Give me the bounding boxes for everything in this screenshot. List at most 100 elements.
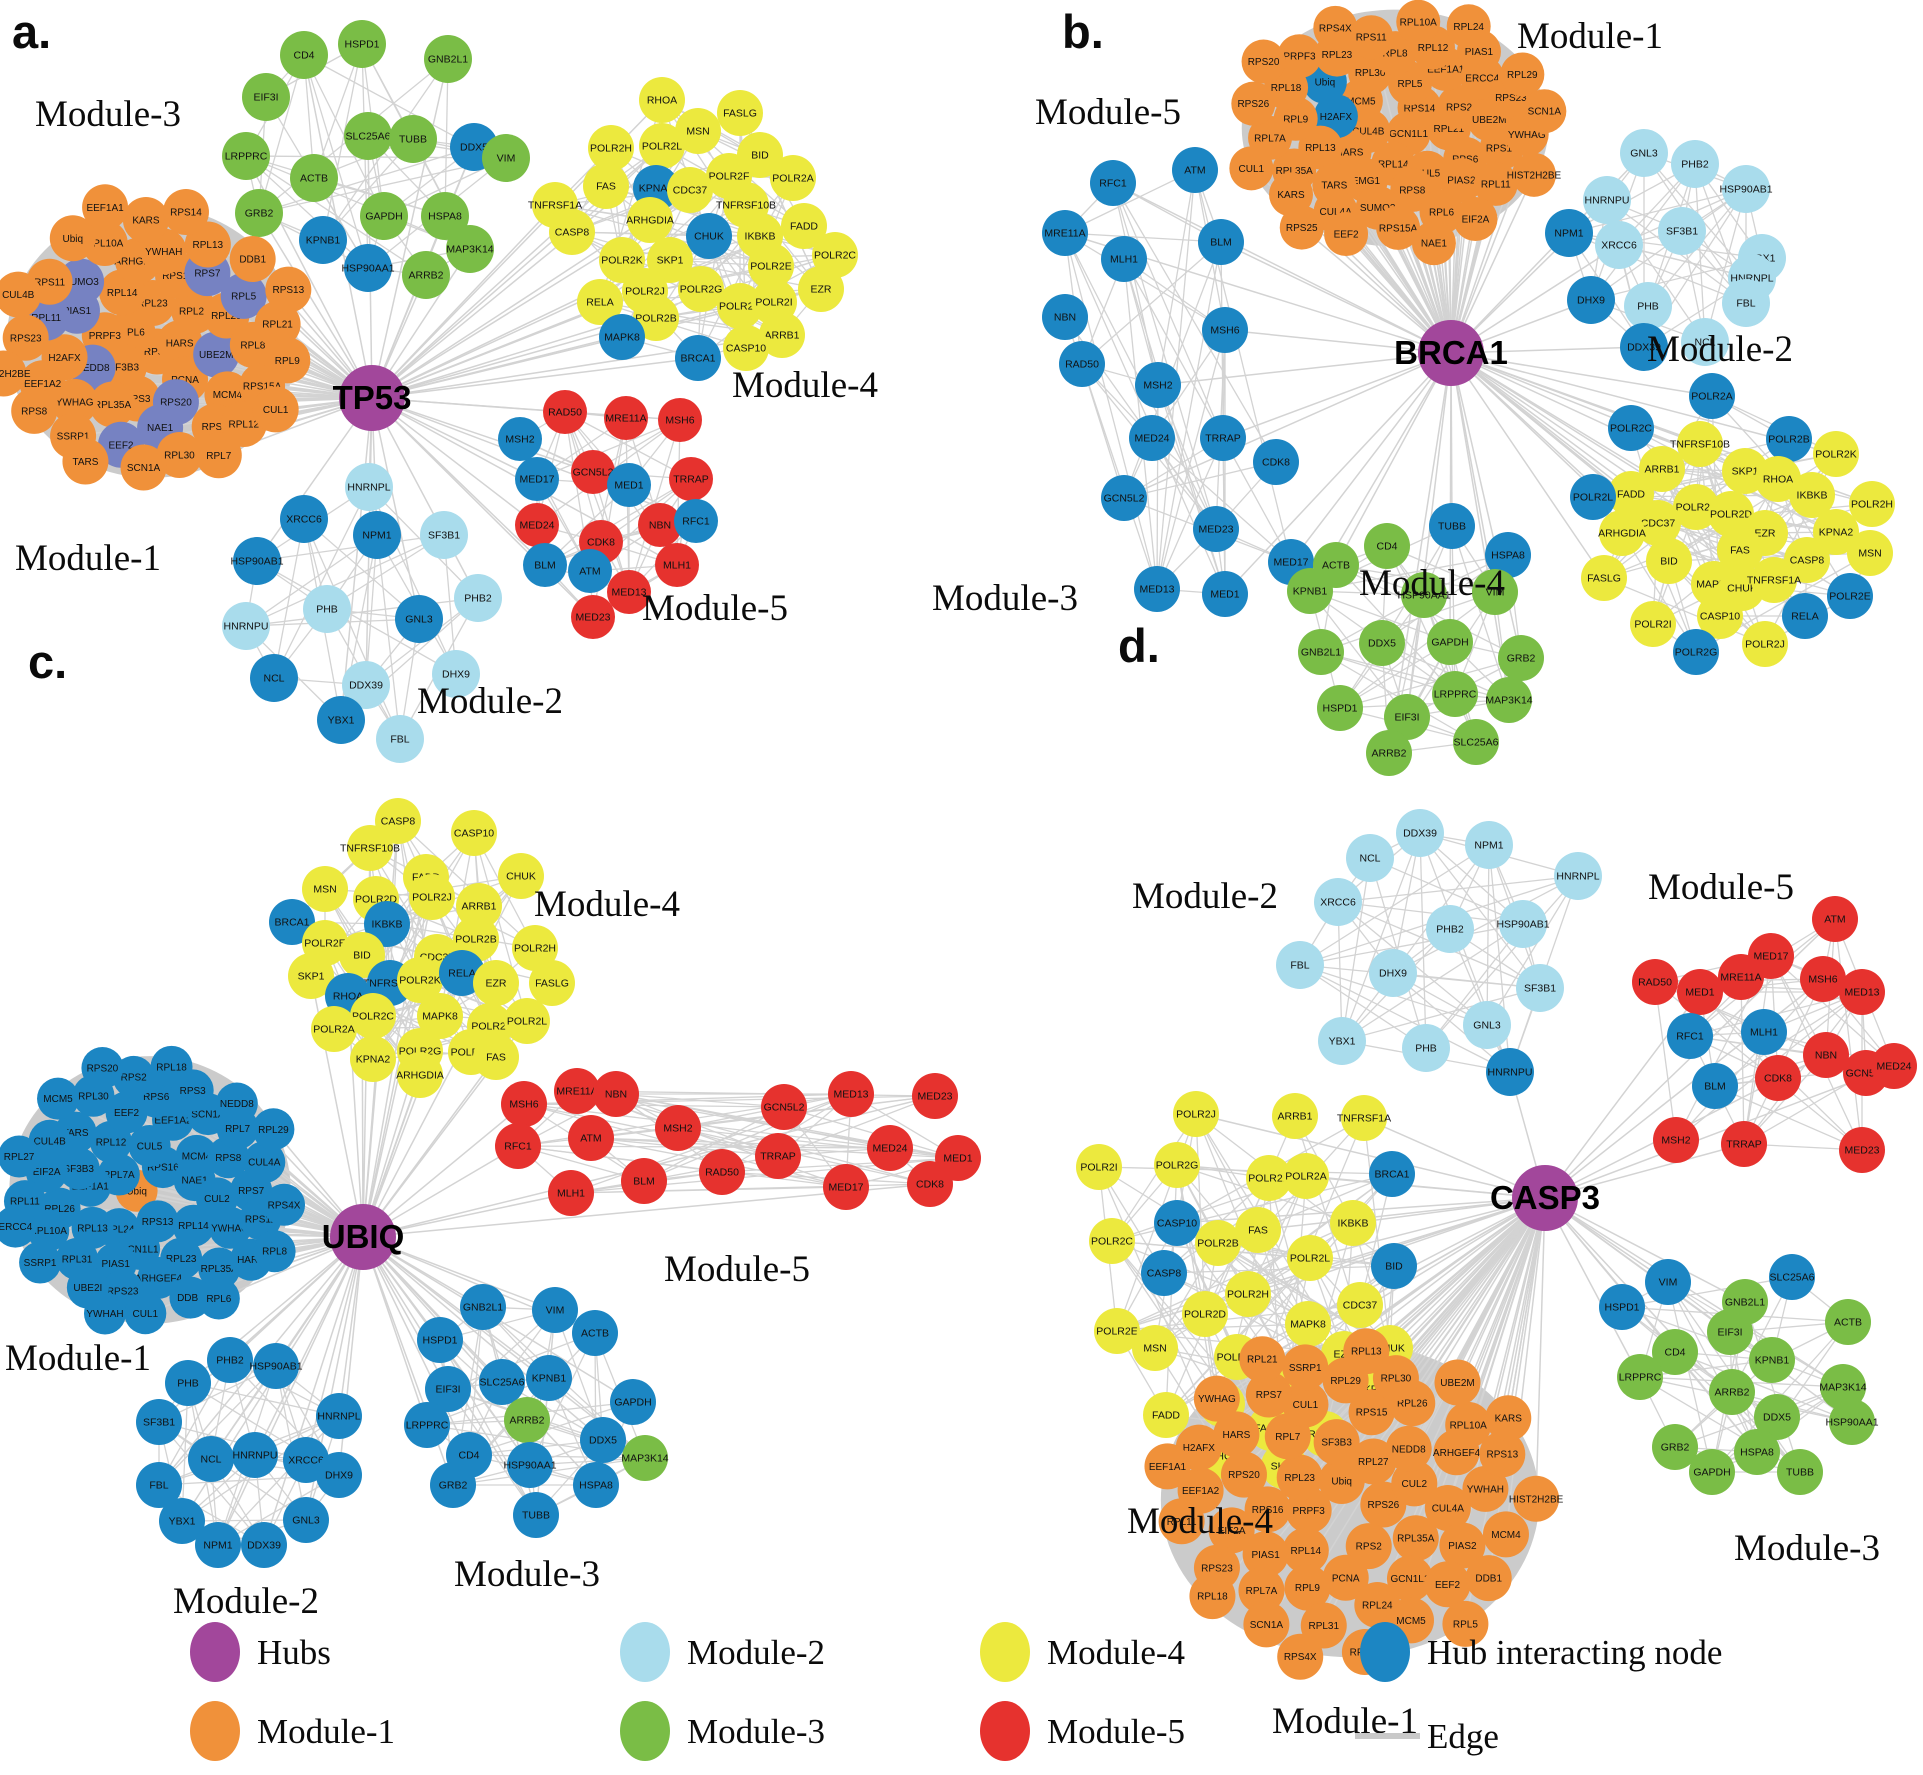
- node-GNL3[interactable]: GNL3: [283, 1497, 329, 1543]
- node-NPM1[interactable]: NPM1: [195, 1522, 241, 1568]
- node-GRB2[interactable]: GRB2: [430, 1462, 476, 1508]
- node-GAPDH[interactable]: GAPDH: [360, 192, 408, 240]
- node-NEDD8[interactable]: NEDD8: [1385, 1425, 1432, 1472]
- node-FASLG[interactable]: FASLG: [717, 90, 763, 136]
- node-SCN1A[interactable]: SCN1A: [120, 444, 167, 491]
- node-POLR2D[interactable]: POLR2D: [1182, 1291, 1228, 1337]
- node-DHX9[interactable]: DHX9: [1369, 949, 1417, 997]
- node-RPL18[interactable]: RPL18: [1189, 1573, 1236, 1620]
- node-MSH6[interactable]: MSH6: [1202, 307, 1248, 353]
- node-RELA[interactable]: RELA: [1782, 593, 1828, 639]
- node-RPL10A[interactable]: RPL10A: [1396, 0, 1441, 44]
- node-VIM[interactable]: VIM: [532, 1287, 578, 1333]
- node-NCL[interactable]: NCL: [1346, 834, 1394, 882]
- node-HSPD1[interactable]: HSPD1: [1317, 685, 1363, 731]
- node-EEF1A1[interactable]: EEF1A1: [82, 184, 129, 231]
- node-RPL8[interactable]: RPL8: [253, 1230, 296, 1273]
- node-SSRP1[interactable]: SSRP1: [1282, 1344, 1329, 1391]
- node-NCL[interactable]: NCL: [188, 1436, 234, 1482]
- node-RFC1[interactable]: RFC1: [1667, 1013, 1713, 1059]
- node-MSH6[interactable]: MSH6: [658, 398, 702, 442]
- node-MRE11A[interactable]: MRE11A: [1042, 210, 1088, 256]
- node-DDX39[interactable]: DDX39: [241, 1522, 287, 1568]
- node-BRCA1[interactable]: BRCA1: [675, 335, 721, 381]
- node-GAPDH[interactable]: GAPDH: [1689, 1449, 1735, 1495]
- node-SCN1A[interactable]: SCN1A: [1522, 89, 1567, 134]
- node-POLR2L[interactable]: POLR2L: [639, 123, 685, 169]
- node-RPL24[interactable]: RPL24: [1446, 4, 1491, 49]
- node-PHB[interactable]: PHB: [303, 585, 351, 633]
- node-PHB2[interactable]: PHB2: [1671, 140, 1719, 188]
- node-SLC25A6[interactable]: SLC25A6: [479, 1359, 525, 1405]
- node-PHB[interactable]: PHB: [1402, 1024, 1450, 1072]
- node-PHB[interactable]: PHB: [1624, 282, 1672, 330]
- node-RPS8[interactable]: RPS8: [11, 387, 58, 434]
- node-ATM[interactable]: ATM: [1172, 147, 1218, 193]
- hub-BRCA1[interactable]: BRCA1: [1394, 320, 1508, 386]
- node-ARRB2[interactable]: ARRB2: [402, 251, 450, 299]
- node-LRPPRC[interactable]: LRPPRC: [1432, 671, 1478, 717]
- node-FASLG[interactable]: FASLG: [1581, 555, 1627, 601]
- node-MCM4[interactable]: MCM4: [1482, 1511, 1529, 1558]
- node-HSPD1[interactable]: HSPD1: [417, 1317, 463, 1363]
- node-SLC25A6[interactable]: SLC25A6: [1453, 719, 1499, 765]
- node-DHX9[interactable]: DHX9: [316, 1452, 362, 1498]
- node-HSP90AB1[interactable]: HSP90AB1: [1719, 165, 1773, 213]
- node-IKBKB[interactable]: IKBKB: [1330, 1200, 1376, 1246]
- node-POLR2A[interactable]: POLR2A: [311, 1006, 357, 1052]
- hub-TP53[interactable]: TP53: [333, 365, 412, 431]
- node-PHB2[interactable]: PHB2: [1426, 905, 1474, 953]
- node-POLR2A[interactable]: POLR2A: [1283, 1153, 1329, 1199]
- node-HSPD1[interactable]: HSPD1: [1599, 1284, 1645, 1330]
- node-MED17[interactable]: MED17: [823, 1164, 869, 1210]
- node-MRE11A[interactable]: MRE11A: [1718, 954, 1764, 1000]
- node-HNRNPU[interactable]: HNRNPU: [1486, 1048, 1534, 1096]
- node-DDX5[interactable]: DDX5: [580, 1417, 626, 1463]
- node-SF3B1[interactable]: SF3B1: [136, 1399, 182, 1445]
- node-GCN5L2[interactable]: GCN5L2: [761, 1084, 807, 1130]
- node-EIF3I[interactable]: EIF3I: [242, 73, 290, 121]
- node-SF3B1[interactable]: SF3B1: [420, 511, 468, 559]
- node-BLM[interactable]: BLM: [1692, 1063, 1738, 1109]
- node-MAPK8[interactable]: MAPK8: [599, 314, 645, 360]
- node-CASP8[interactable]: CASP8: [1141, 1250, 1187, 1296]
- node-CD4[interactable]: CD4: [280, 31, 328, 79]
- node-NPM1[interactable]: NPM1: [1545, 209, 1593, 257]
- node-MLH1[interactable]: MLH1: [1741, 1009, 1787, 1055]
- node-GNB2L1[interactable]: GNB2L1: [460, 1284, 506, 1330]
- node-RPL18[interactable]: RPL18: [150, 1045, 193, 1088]
- node-CASP10[interactable]: CASP10: [451, 810, 497, 856]
- node-BID[interactable]: BID: [1646, 538, 1692, 584]
- node-TARS[interactable]: TARS: [62, 438, 109, 485]
- node-NBN[interactable]: NBN: [1803, 1032, 1849, 1078]
- node-FAS[interactable]: FAS: [1235, 1207, 1281, 1253]
- node-HNRNPL[interactable]: HNRNPL: [345, 463, 393, 511]
- node-LRPPRC[interactable]: LRPPRC: [222, 132, 270, 180]
- node-MCM5[interactable]: MCM5: [37, 1077, 80, 1120]
- node-MED1[interactable]: MED1: [607, 463, 651, 507]
- node-RPS20[interactable]: RPS20: [1220, 1451, 1267, 1498]
- node-PHB2[interactable]: PHB2: [454, 574, 502, 622]
- hub-UBIQ[interactable]: UBIQ: [322, 1204, 405, 1270]
- node-EEF2[interactable]: EEF2: [1324, 212, 1369, 257]
- node-MAP3K14[interactable]: MAP3K14: [446, 225, 494, 273]
- node-FBL[interactable]: FBL: [1722, 279, 1770, 327]
- node-RPS14[interactable]: RPS14: [162, 189, 209, 236]
- node-MED23[interactable]: MED23: [571, 595, 615, 639]
- node-NCL[interactable]: NCL: [250, 654, 298, 702]
- node-KPNB1[interactable]: KPNB1: [1749, 1337, 1795, 1383]
- node-UBE2M[interactable]: UBE2M: [1434, 1359, 1481, 1406]
- node-CHUK[interactable]: CHUK: [686, 213, 732, 259]
- node-MED1[interactable]: MED1: [1677, 969, 1723, 1015]
- node-SF3B3[interactable]: SF3B3: [1313, 1419, 1360, 1466]
- node-GNL3[interactable]: GNL3: [1620, 129, 1668, 177]
- node-RPL6[interactable]: RPL6: [197, 1277, 240, 1320]
- node-CDK8[interactable]: CDK8: [907, 1161, 953, 1207]
- node-TRRAP[interactable]: TRRAP: [1721, 1121, 1767, 1167]
- node-TNFRSF1A[interactable]: TNFRSF1A: [1337, 1095, 1391, 1141]
- node-MED13[interactable]: MED13: [828, 1071, 874, 1117]
- node-POLR2I[interactable]: POLR2I: [1076, 1144, 1122, 1190]
- node-PHB[interactable]: PHB: [165, 1360, 211, 1406]
- node-RPS4X[interactable]: RPS4X: [263, 1183, 306, 1226]
- node-KARS[interactable]: KARS: [1485, 1395, 1532, 1442]
